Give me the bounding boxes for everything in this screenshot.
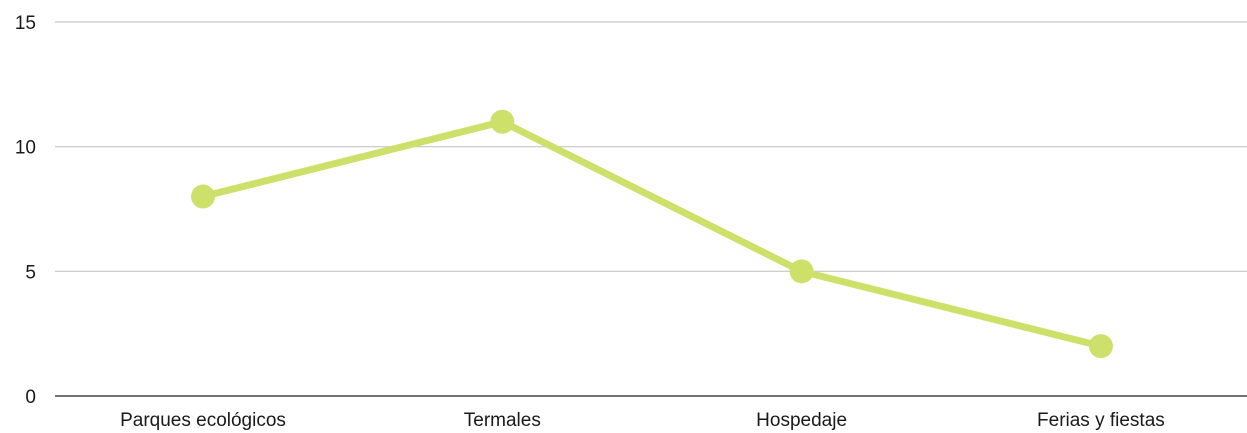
y-tick-label: 15 [15, 13, 36, 34]
y-tick-label: 5 [25, 262, 36, 283]
data-point [191, 184, 215, 209]
x-tick-label: Ferias y fiestas [1037, 410, 1165, 431]
data-point [490, 109, 515, 134]
series-layer [191, 109, 1113, 359]
x-tick-label: Hospedaje [756, 410, 847, 431]
data-point [789, 259, 814, 284]
series-line [199, 118, 1105, 350]
x-tick-label: Termales [464, 410, 541, 431]
x-tick-label: Parques ecológicos [120, 410, 286, 431]
y-tick-label: 0 [25, 387, 36, 408]
gridlines [55, 21, 1247, 397]
y-axis-ticks: 0 5 10 15 [15, 13, 36, 408]
data-point [1088, 334, 1113, 359]
x-axis-categories: Parques ecológicos Termales Hospedaje Feria… [120, 410, 1165, 431]
y-tick-label: 10 [15, 138, 36, 159]
